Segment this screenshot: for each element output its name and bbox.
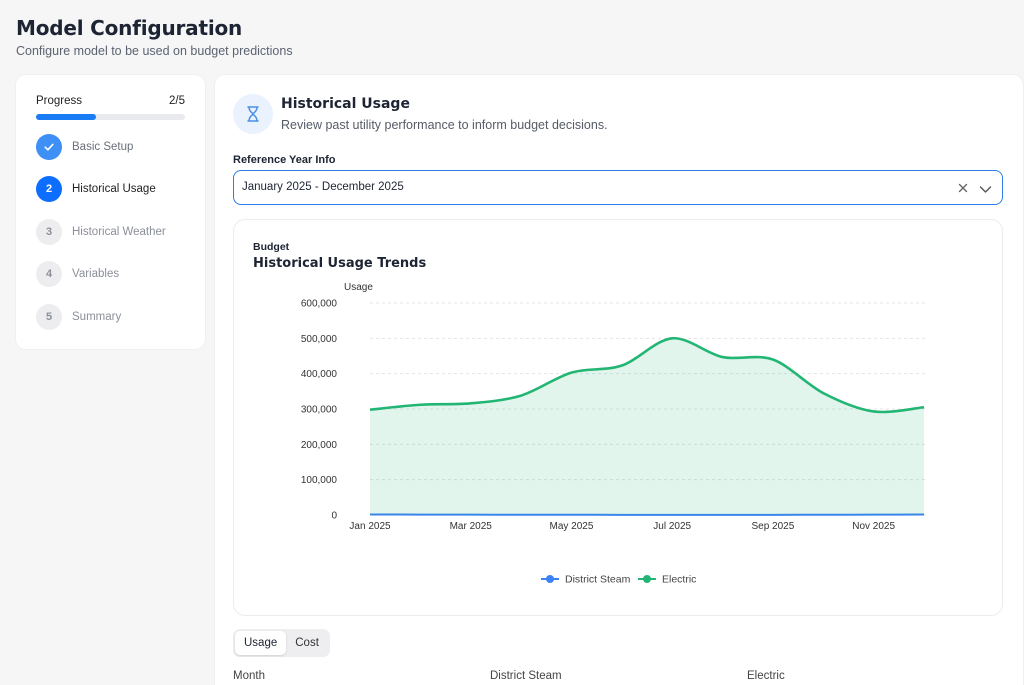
page-title: Model Configuration [16,16,243,40]
step-summary[interactable]: 5 Summary [36,304,121,330]
y-tick-label: 500,000 [301,334,338,345]
x-tick-label: May 2025 [549,521,593,532]
x-tick-label: Jan 2025 [349,521,391,532]
x-tick-label: Mar 2025 [450,521,493,532]
step-label: Summary [72,311,122,323]
tab-usage[interactable]: Usage [235,631,287,655]
progress-card: Progress 2/5 Basic Setup 2 Historical Us… [16,75,205,349]
progress-label: Progress [36,95,83,107]
x-tick-label: Sep 2025 [751,521,794,532]
step-variables[interactable]: 4 Variables [36,261,119,287]
progress-bar-fill [36,114,96,120]
x-tick-label: Nov 2025 [852,521,895,532]
electric-line [369,337,925,414]
electric-area [370,338,924,515]
reference-year-label: Reference Year Info [233,154,336,166]
y-tick-label: 300,000 [301,405,338,416]
y-tick-label: 0 [331,511,337,522]
x-tick-label: Jul 2025 [653,521,691,532]
y-axis-label: Usage [344,282,373,293]
legend-label: Electric [662,574,696,586]
step-label: Historical Weather [72,226,166,238]
column-header-month: Month [233,670,265,682]
step-number: 5 [36,304,62,330]
legend-swatch-dot [643,575,651,583]
step-label: Variables [72,268,120,280]
step-number: 4 [36,261,62,287]
column-header-district-steam: District Steam [490,670,562,682]
tab-cost[interactable]: Cost [295,637,319,649]
y-tick-label: 400,000 [301,369,338,380]
step-historical-usage[interactable]: 2 Historical Usage [36,176,156,202]
usage-chart: Usage 0 100,000 200,000 300,000 400,000 500,00… [301,282,926,586]
y-tick-label: 100,000 [301,475,338,486]
page-header: Model Configuration Configure model to b… [16,16,293,58]
step-complete-check-icon [36,134,62,160]
y-tick-label: 600,000 [301,299,338,310]
section-title: Historical Usage [281,96,410,112]
step-label: Historical Usage [72,183,156,195]
chevron-down-icon[interactable] [979,182,992,200]
legend-swatch-dot [546,575,554,583]
page-subtitle: Configure model to be used on budget pre… [16,44,293,58]
hourglass-icon [233,94,273,134]
step-number: 3 [36,219,62,245]
step-basic-setup[interactable]: Basic Setup [36,134,133,160]
section-description: Review past utility performance to infor… [281,118,608,132]
column-header-electric: Electric [747,670,785,682]
clear-icon[interactable] [957,181,969,199]
chart-overline: Budget [253,241,290,253]
progress-count: 2/5 [169,95,185,107]
y-tick-label: 200,000 [301,440,338,451]
reference-year-select[interactable]: January 2025 - December 2025 [233,170,1003,205]
progress-bar [36,114,185,120]
chart-title: Historical Usage Trends [253,256,427,271]
reference-year-value: January 2025 - December 2025 [242,181,404,193]
usage-chart-card: Budget Historical Usage Trends Usage 0 100… [233,219,1003,616]
step-label: Basic Setup [72,141,134,153]
main-card: Historical Usage Review past utility per… [215,75,1023,685]
view-tabs: Usage Cost [233,629,330,657]
step-number: 2 [36,176,62,202]
step-historical-weather[interactable]: 3 Historical Weather [36,219,166,245]
legend-label: District Steam [565,574,631,586]
progress-header: Progress 2/5 [36,95,185,107]
